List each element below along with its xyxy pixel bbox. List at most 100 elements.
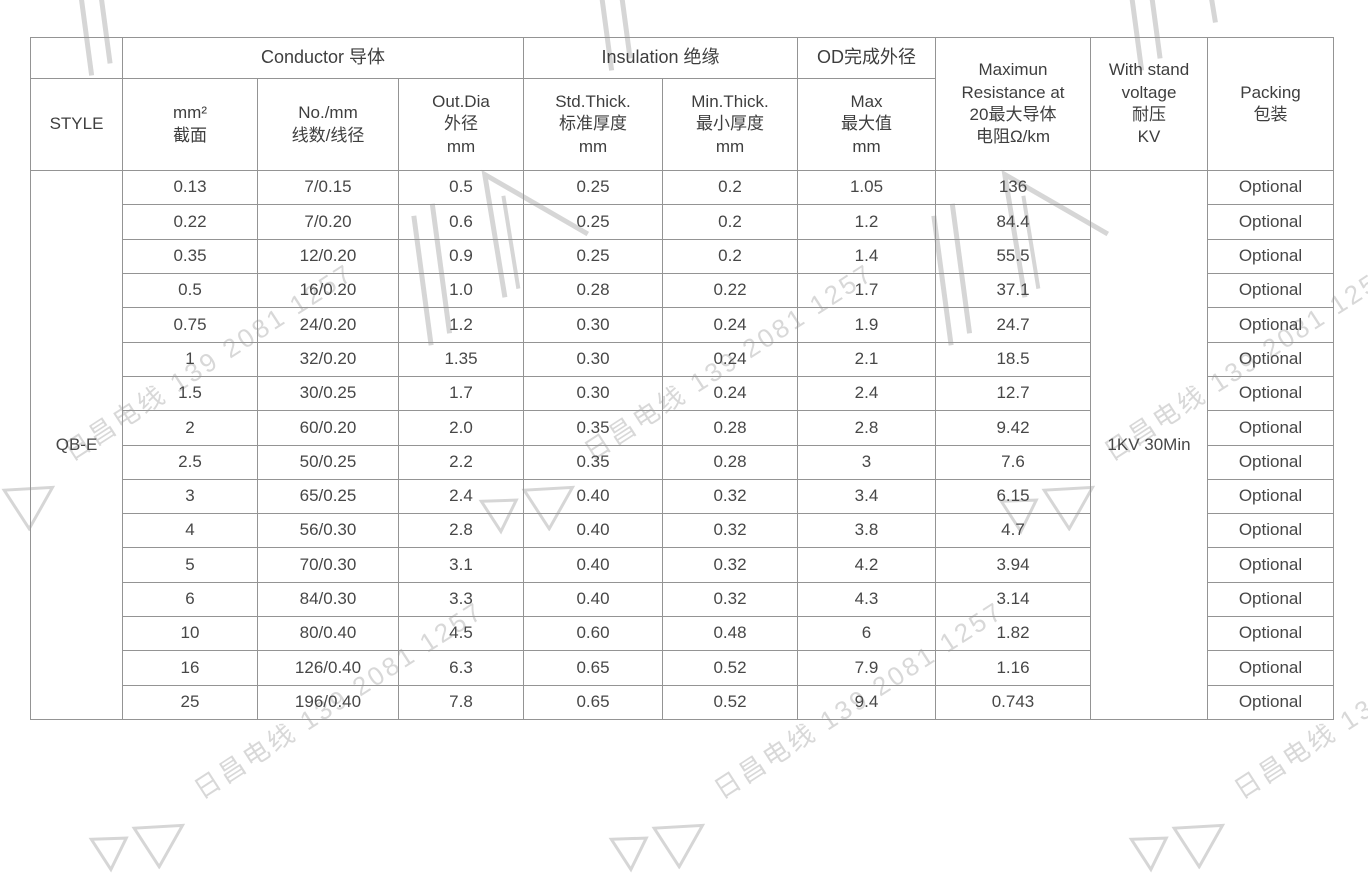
packing-cell: Optional <box>1207 272 1334 309</box>
out-dia-cell: 1.0 <box>398 272 524 309</box>
resistance-cell: 1.16 <box>935 650 1091 686</box>
packing-cell: Optional <box>1207 616 1334 652</box>
no-mm-cell: 196/0.40 <box>257 684 399 721</box>
max-cell: 2.1 <box>797 341 936 377</box>
min-thick-cell: 0.28 <box>662 410 798 446</box>
std-thick-cell: 0.60 <box>523 616 663 652</box>
out-dia-cell: 3.1 <box>398 547 524 583</box>
std-thick-cell: 0.40 <box>523 513 663 549</box>
out-dia-cell: 3.3 <box>398 581 524 618</box>
out-dia-cell: 0.5 <box>398 169 524 206</box>
std-thick-header: Std.Thick. 标准厚度 mm <box>523 78 663 171</box>
max-cell: 1.05 <box>797 169 936 206</box>
packing-cell: Optional <box>1207 410 1334 446</box>
mm2-cell: 0.75 <box>122 307 258 343</box>
std-thick-cell: 0.30 <box>523 375 663 412</box>
min-thick-cell: 0.28 <box>662 444 798 480</box>
no-mm-cell: 84/0.30 <box>257 581 399 618</box>
out-dia-cell: 6.3 <box>398 650 524 686</box>
std-thick-cell: 0.40 <box>523 478 663 515</box>
max-cell: 1.7 <box>797 272 936 309</box>
no-mm-cell: 126/0.40 <box>257 650 399 686</box>
max-cell: 3 <box>797 444 936 480</box>
style-header-spacer <box>30 37 123 79</box>
out-dia-cell: 2.0 <box>398 410 524 446</box>
packing-cell: Optional <box>1207 204 1334 240</box>
resistance-cell: 0.743 <box>935 684 1091 721</box>
min-thick-cell: 0.32 <box>662 547 798 583</box>
table-row: 1 32/0.20 1.35 0.30 0.24 2.1 18.5 Optional <box>31 341 1334 377</box>
out-dia-cell: 2.8 <box>398 513 524 549</box>
no-mm-cell: 12/0.20 <box>257 238 399 274</box>
mm2-cell: 6 <box>122 581 258 618</box>
mm2-cell: 10 <box>122 616 258 652</box>
no-mm-cell: 56/0.30 <box>257 513 399 549</box>
max-cell: 2.4 <box>797 375 936 412</box>
mm2-cell: 0.13 <box>122 169 258 206</box>
min-thick-cell: 0.2 <box>662 238 798 274</box>
max-cell: 4.3 <box>797 581 936 618</box>
withstand-value-cell: 1KV 30Min <box>1090 170 1208 720</box>
resistance-cell: 12.7 <box>935 375 1091 412</box>
std-thick-cell: 0.25 <box>523 238 663 274</box>
std-thick-cell: 0.35 <box>523 444 663 480</box>
out-dia-cell: 7.8 <box>398 684 524 721</box>
out-dia-cell: 2.2 <box>398 444 524 480</box>
spec-table-body: QB-E 0.13 7/0.15 0.5 0.25 0.2 1.05 136 1KV 30Min… <box>30 169 1334 721</box>
conductor-group-header: Conductor 导体 <box>122 37 524 79</box>
packing-cell: Optional <box>1207 547 1334 583</box>
min-thick-cell: 0.52 <box>662 684 798 721</box>
insulation-group-header: Insulation 绝缘 <box>523 37 798 79</box>
packing-cell: Optional <box>1207 581 1334 618</box>
triangle-logo-icon <box>1128 823 1226 873</box>
resistance-header: Maximun Resistance at 20最大导体 电阻Ω/km <box>935 37 1091 171</box>
mm2-cell: 16 <box>122 650 258 686</box>
min-thick-cell: 0.24 <box>662 307 798 343</box>
table-row: 0.75 24/0.20 1.2 0.30 0.24 1.9 24.7 Optional <box>31 307 1334 343</box>
wire-spec-table: Conductor 导体 Insulation 绝缘 OD完成外径 Maximu… <box>30 37 1334 721</box>
table-row: 6 84/0.30 3.3 0.40 0.32 4.3 3.14 Optional <box>31 581 1334 618</box>
table-row: 5 70/0.30 3.1 0.40 0.32 4.2 3.94 Optional <box>31 547 1334 583</box>
packing-cell: Optional <box>1207 169 1334 206</box>
resistance-cell: 6.15 <box>935 478 1091 515</box>
no-mm-cell: 24/0.20 <box>257 307 399 343</box>
min-thick-cell: 0.2 <box>662 204 798 240</box>
std-thick-cell: 0.40 <box>523 581 663 618</box>
packing-cell: Optional <box>1207 684 1334 721</box>
triangle-logo-icon <box>88 823 186 873</box>
table-row: 2 60/0.20 2.0 0.35 0.28 2.8 9.42 Optional <box>31 410 1334 446</box>
std-thick-cell: 0.30 <box>523 341 663 377</box>
out-dia-cell: 0.9 <box>398 238 524 274</box>
no-mm-cell: 50/0.25 <box>257 444 399 480</box>
std-thick-cell: 0.65 <box>523 684 663 721</box>
mm2-cell: 3 <box>122 478 258 515</box>
triangle-logo-icon <box>608 823 706 873</box>
resistance-cell: 3.94 <box>935 547 1091 583</box>
mm2-cell: 0.22 <box>122 204 258 240</box>
resistance-cell: 136 <box>935 169 1091 206</box>
std-thick-cell: 0.25 <box>523 204 663 240</box>
style-header: STYLE <box>30 78 123 171</box>
mm2-cell: 0.35 <box>122 238 258 274</box>
header-row-groups: Conductor 导体 Insulation 绝缘 OD完成外径 Maximu… <box>30 37 1334 171</box>
mm2-cell: 4 <box>122 513 258 549</box>
out-dia-header: Out.Dia 外径 mm <box>398 78 524 171</box>
out-dia-cell: 2.4 <box>398 478 524 515</box>
max-cell: 9.4 <box>797 684 936 721</box>
min-thick-cell: 0.22 <box>662 272 798 309</box>
std-thick-cell: 0.25 <box>523 169 663 206</box>
max-cell: 3.8 <box>797 513 936 549</box>
mm2-cell: 25 <box>122 684 258 721</box>
resistance-cell: 37.1 <box>935 272 1091 309</box>
out-dia-cell: 0.6 <box>398 204 524 240</box>
packing-cell: Optional <box>1207 341 1334 377</box>
table-row: 25 196/0.40 7.8 0.65 0.52 9.4 0.743 Optional <box>31 684 1334 721</box>
min-thick-cell: 0.32 <box>662 513 798 549</box>
max-cell: 1.4 <box>797 238 936 274</box>
no-mm-cell: 7/0.15 <box>257 169 399 206</box>
no-mm-cell: 7/0.20 <box>257 204 399 240</box>
table-row: 1.5 30/0.25 1.7 0.30 0.24 2.4 12.7 Optional <box>31 375 1334 412</box>
packing-header: Packing 包装 <box>1207 37 1334 171</box>
std-thick-cell: 0.65 <box>523 650 663 686</box>
std-thick-cell: 0.28 <box>523 272 663 309</box>
